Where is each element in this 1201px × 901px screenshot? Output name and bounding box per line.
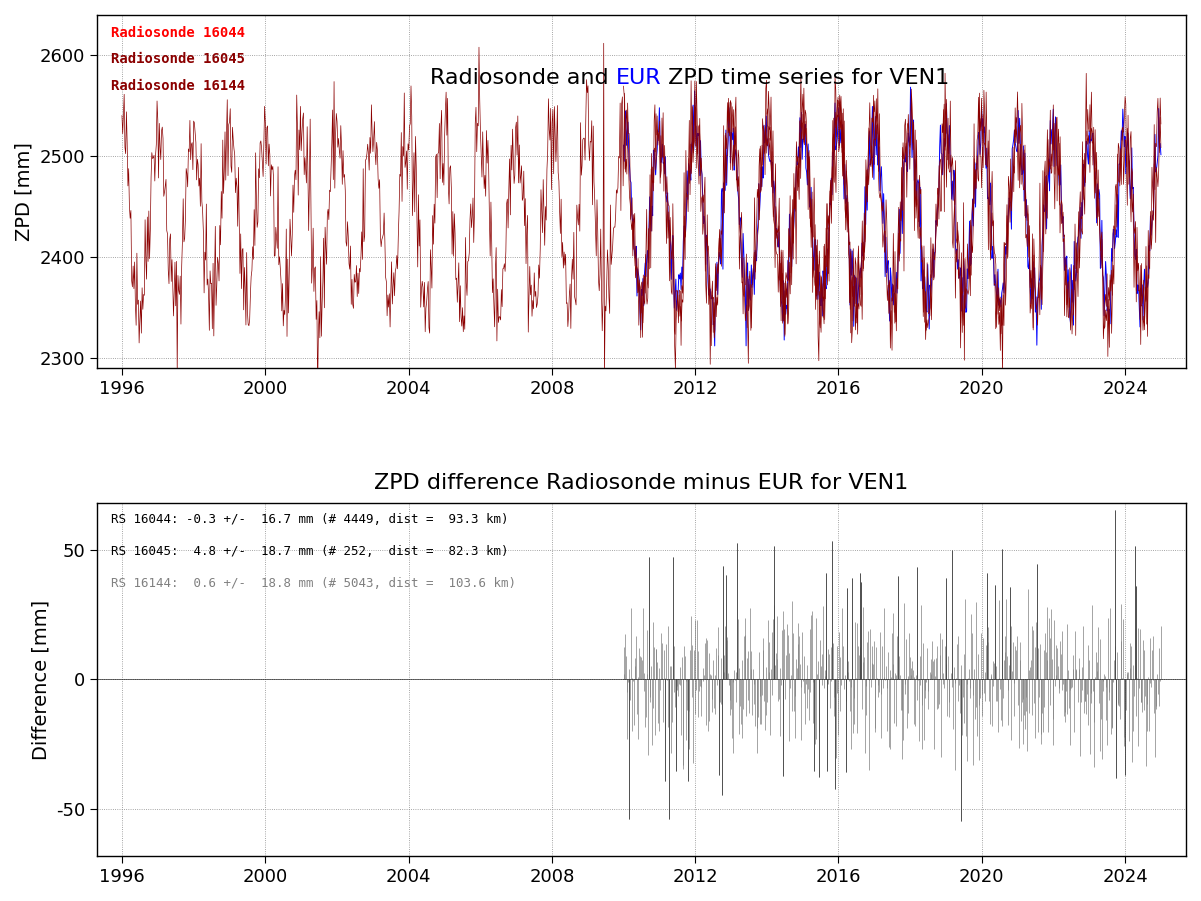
Text: Radiosonde 16144: Radiosonde 16144 [110, 78, 245, 93]
Y-axis label: Difference [mm]: Difference [mm] [31, 599, 50, 760]
Text: EUR: EUR [615, 68, 661, 88]
Y-axis label: ZPD [mm]: ZPD [mm] [14, 142, 34, 241]
Title: ZPD difference Radiosonde minus EUR for VEN1: ZPD difference Radiosonde minus EUR for … [375, 473, 908, 493]
Text: Radiosonde and: Radiosonde and [430, 68, 615, 88]
Text: RS 16044: -0.3 +/-  16.7 mm (# 4449, dist =  93.3 km): RS 16044: -0.3 +/- 16.7 mm (# 4449, dist… [110, 514, 508, 526]
Text: Radiosonde 16044: Radiosonde 16044 [110, 25, 245, 40]
Text: RS 16144:  0.6 +/-  18.8 mm (# 5043, dist =  103.6 km): RS 16144: 0.6 +/- 18.8 mm (# 5043, dist … [110, 577, 516, 590]
Text: RS 16045:  4.8 +/-  18.7 mm (# 252,  dist =  82.3 km): RS 16045: 4.8 +/- 18.7 mm (# 252, dist =… [110, 545, 508, 558]
Text: Radiosonde 16045: Radiosonde 16045 [110, 52, 245, 66]
Text: ZPD time series for VEN1: ZPD time series for VEN1 [661, 68, 949, 88]
